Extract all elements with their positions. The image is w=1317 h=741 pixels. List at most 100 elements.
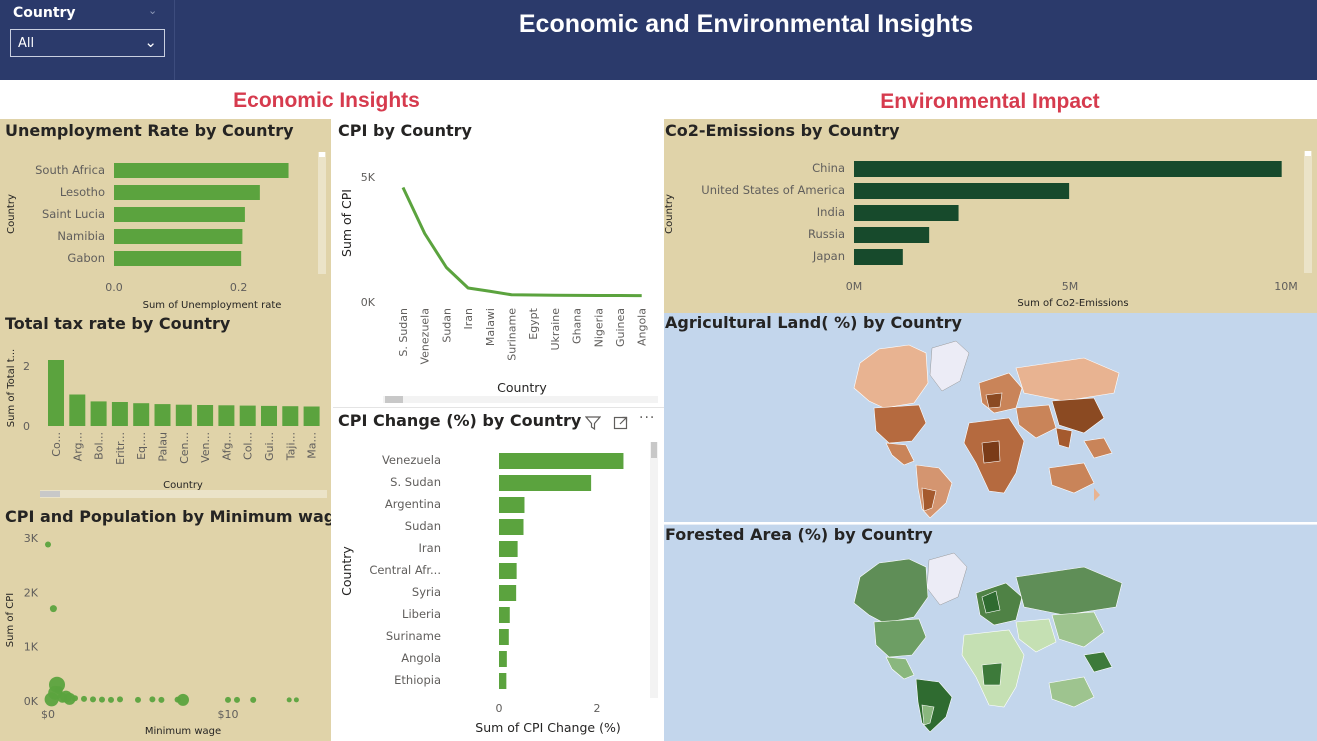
co2-chart-panel[interactable]: Co2-Emissions by Country China United Sta… — [664, 119, 1317, 313]
country-dropdown[interactable]: All ⌄ — [10, 29, 165, 57]
bar-label: China — [812, 161, 845, 175]
bar — [854, 205, 959, 221]
agricultural-map-title: Agricultural Land( %) by Country — [665, 313, 962, 332]
x-axis-title: Minimum wage — [145, 726, 221, 737]
bar-label: Liberia — [402, 607, 441, 621]
x-tick-label: Ven... — [199, 432, 212, 463]
scrollbar-thumb — [385, 396, 403, 403]
x-tick-label: Iran — [462, 308, 475, 330]
bar-label: Argentina — [385, 497, 441, 511]
x-tick-label: Taji... — [284, 432, 297, 461]
slicer-collapse-chevron-icon[interactable]: ⌄ — [148, 4, 158, 17]
scatter-point — [45, 541, 51, 548]
x-tick-label: 0 — [496, 702, 503, 715]
bar — [218, 405, 235, 426]
x-tick-label: Nigeria — [592, 308, 605, 347]
bar — [197, 405, 214, 426]
forest-map-title: Forested Area (%) by Country — [665, 525, 933, 544]
scatter-point — [90, 696, 96, 703]
x-tick-label: 10M — [1274, 280, 1298, 293]
scrollbar-thumb — [651, 442, 657, 458]
bar — [499, 475, 592, 491]
unemployment-chart-title: Unemployment Rate by Country — [5, 121, 294, 140]
x-tick-label: Eritr... — [114, 432, 127, 465]
x-tick-label: Egypt — [527, 307, 540, 339]
x-tick-label: Gui... — [263, 432, 276, 461]
y-tick-label: 0 — [23, 420, 30, 433]
bar-label: Lesotho — [60, 185, 105, 199]
scatter-point — [81, 695, 87, 702]
bar-label: Central Afr... — [369, 563, 441, 577]
y-tick-label: 0K — [361, 296, 376, 309]
bar-label: Namibia — [57, 229, 105, 243]
x-tick-label: $0 — [41, 708, 55, 721]
scrollbar-thumb — [40, 491, 60, 497]
x-tick-label: Afg... — [220, 432, 233, 460]
forested-area-map[interactable] — [664, 525, 1317, 741]
y-tick-label: 2K — [24, 586, 39, 599]
bar — [499, 519, 524, 535]
agricultural-map-panel[interactable]: Agricultural Land( %) by Country — [664, 313, 1317, 522]
y-axis-title: Country — [664, 194, 675, 234]
scatter-point — [234, 696, 240, 703]
scrollbar-track — [1304, 151, 1312, 273]
x-tick-label: Bol... — [93, 432, 106, 460]
x-axis-title: Sum of Unemployment rate — [143, 300, 282, 311]
y-axis-title: Sum of CPI — [5, 593, 16, 647]
x-tick-label: Suriname — [506, 308, 519, 361]
scatter-point — [250, 696, 257, 703]
tax-chart-title: Total tax rate by Country — [5, 314, 231, 333]
x-axis-title: Country — [163, 480, 203, 491]
x-axis-title: Sum of Co2-Emissions — [1017, 298, 1128, 309]
cpi-chart-panel[interactable]: CPI by Country S. Sudan Venezuela Sudan Ira… — [333, 119, 664, 405]
y-tick-label: 1K — [24, 641, 39, 654]
bar-label: S. Sudan — [390, 475, 441, 489]
bar — [114, 229, 243, 244]
bar — [499, 607, 510, 623]
unemployment-chart: South Africa Lesotho Saint Lucia Namibia Gab… — [6, 152, 326, 311]
focus-mode-icon[interactable] — [613, 415, 629, 431]
x-tick-label: Malawi — [484, 308, 497, 346]
x-tick-label: Guinea — [614, 308, 627, 347]
scatter-point — [225, 696, 231, 703]
y-axis-title: Country — [6, 194, 17, 234]
bar-label: Suriname — [386, 629, 441, 643]
bar — [499, 629, 509, 645]
y-axis-title: Country — [339, 546, 354, 596]
scatter-chart-panel[interactable]: CPI and Population by Minimum wage 0K 1K 2… — [0, 505, 331, 741]
x-tick-label: Eq.... — [135, 432, 148, 460]
forest-map-panel[interactable]: Forested Area (%) by Country — [664, 524, 1317, 741]
bar — [239, 405, 256, 426]
scatter-point — [44, 692, 59, 707]
x-tick-label: Co... — [50, 432, 63, 457]
x-tick-label: 2 — [594, 702, 601, 715]
country-dropdown-value: All — [18, 36, 35, 51]
x-tick-label: 0.0 — [105, 281, 123, 294]
tax-chart: Co... Arg... Bol... Eritr... Eq.... Palau Cen.… — [6, 349, 327, 498]
cpi-chart-title: CPI by Country — [338, 121, 472, 140]
environmental-section-heading: Environmental Impact — [880, 90, 1100, 113]
bar — [114, 163, 289, 178]
cpi-change-chart-panel[interactable]: CPI Change (%) by Country ··· Venezuela S… — [333, 407, 664, 741]
scrollbar-thumb — [319, 152, 325, 157]
bar — [69, 394, 86, 426]
more-options-icon[interactable]: ··· — [639, 410, 656, 426]
bar — [499, 497, 525, 513]
economic-section-heading: Economic Insights — [233, 89, 420, 112]
scatter-point — [286, 697, 292, 703]
bar-label: Ethiopia — [394, 673, 441, 687]
scatter-point — [177, 693, 189, 706]
scatter-point — [54, 686, 63, 695]
scrollbar-track — [650, 442, 658, 698]
x-tick-label: Ghana — [571, 308, 584, 344]
scatter-point — [108, 696, 114, 703]
bar-label: Japan — [812, 249, 845, 263]
scatter-point — [135, 696, 141, 703]
bar — [111, 402, 128, 426]
filter-icon[interactable] — [585, 415, 601, 431]
x-tick-label: Venezuela — [419, 308, 432, 365]
unemployment-chart-panel[interactable]: Unemployment Rate by Country South Afric… — [0, 119, 331, 312]
tax-chart-panel[interactable]: Total tax rate by Country Co... Arg... Bol… — [0, 312, 331, 505]
agricultural-land-map[interactable] — [664, 313, 1317, 522]
bar — [499, 541, 518, 557]
